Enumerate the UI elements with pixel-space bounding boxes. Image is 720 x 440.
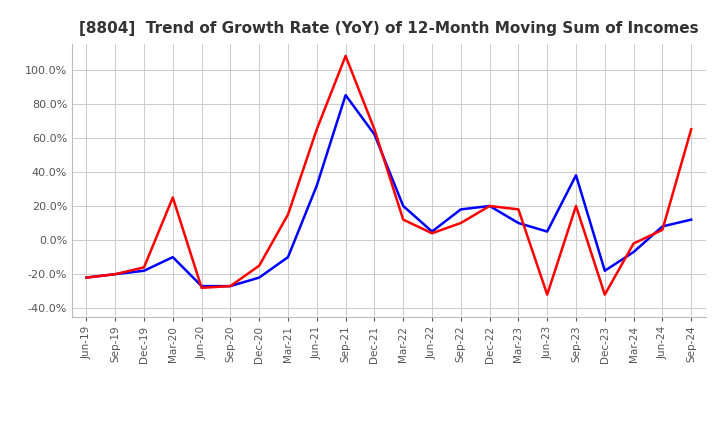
Ordinary Income Growth Rate: [284, 254, 292, 260]
Net Income Growth Rate: [284, 212, 292, 217]
Ordinary Income Growth Rate: [226, 283, 235, 289]
Ordinary Income Growth Rate: [255, 275, 264, 280]
Ordinary Income Growth Rate: [341, 92, 350, 98]
Net Income Growth Rate: [255, 263, 264, 268]
Net Income Growth Rate: [82, 275, 91, 280]
Net Income Growth Rate: [168, 195, 177, 200]
Ordinary Income Growth Rate: [456, 207, 465, 212]
Net Income Growth Rate: [543, 292, 552, 297]
Ordinary Income Growth Rate: [370, 132, 379, 137]
Ordinary Income Growth Rate: [600, 268, 609, 273]
Net Income Growth Rate: [226, 283, 235, 289]
Net Income Growth Rate: [514, 207, 523, 212]
Net Income Growth Rate: [687, 127, 696, 132]
Net Income Growth Rate: [629, 241, 638, 246]
Net Income Growth Rate: [485, 203, 494, 209]
Net Income Growth Rate: [399, 217, 408, 222]
Net Income Growth Rate: [600, 292, 609, 297]
Ordinary Income Growth Rate: [514, 220, 523, 226]
Net Income Growth Rate: [140, 265, 148, 270]
Ordinary Income Growth Rate: [543, 229, 552, 234]
Net Income Growth Rate: [312, 127, 321, 132]
Net Income Growth Rate: [370, 127, 379, 132]
Net Income Growth Rate: [428, 231, 436, 236]
Title: [8804]  Trend of Growth Rate (YoY) of 12-Month Moving Sum of Incomes: [8804] Trend of Growth Rate (YoY) of 12-…: [79, 21, 698, 36]
Ordinary Income Growth Rate: [140, 268, 148, 273]
Net Income Growth Rate: [456, 220, 465, 226]
Ordinary Income Growth Rate: [687, 217, 696, 222]
Line: Ordinary Income Growth Rate: Ordinary Income Growth Rate: [86, 95, 691, 286]
Ordinary Income Growth Rate: [572, 172, 580, 178]
Net Income Growth Rate: [111, 271, 120, 277]
Ordinary Income Growth Rate: [629, 249, 638, 255]
Ordinary Income Growth Rate: [82, 275, 91, 280]
Ordinary Income Growth Rate: [312, 183, 321, 188]
Ordinary Income Growth Rate: [428, 229, 436, 234]
Ordinary Income Growth Rate: [399, 203, 408, 209]
Net Income Growth Rate: [197, 285, 206, 290]
Net Income Growth Rate: [658, 227, 667, 232]
Line: Net Income Growth Rate: Net Income Growth Rate: [86, 56, 691, 295]
Net Income Growth Rate: [341, 53, 350, 59]
Ordinary Income Growth Rate: [485, 203, 494, 209]
Ordinary Income Growth Rate: [111, 271, 120, 277]
Ordinary Income Growth Rate: [197, 283, 206, 289]
Ordinary Income Growth Rate: [168, 254, 177, 260]
Ordinary Income Growth Rate: [658, 224, 667, 229]
Net Income Growth Rate: [572, 203, 580, 209]
